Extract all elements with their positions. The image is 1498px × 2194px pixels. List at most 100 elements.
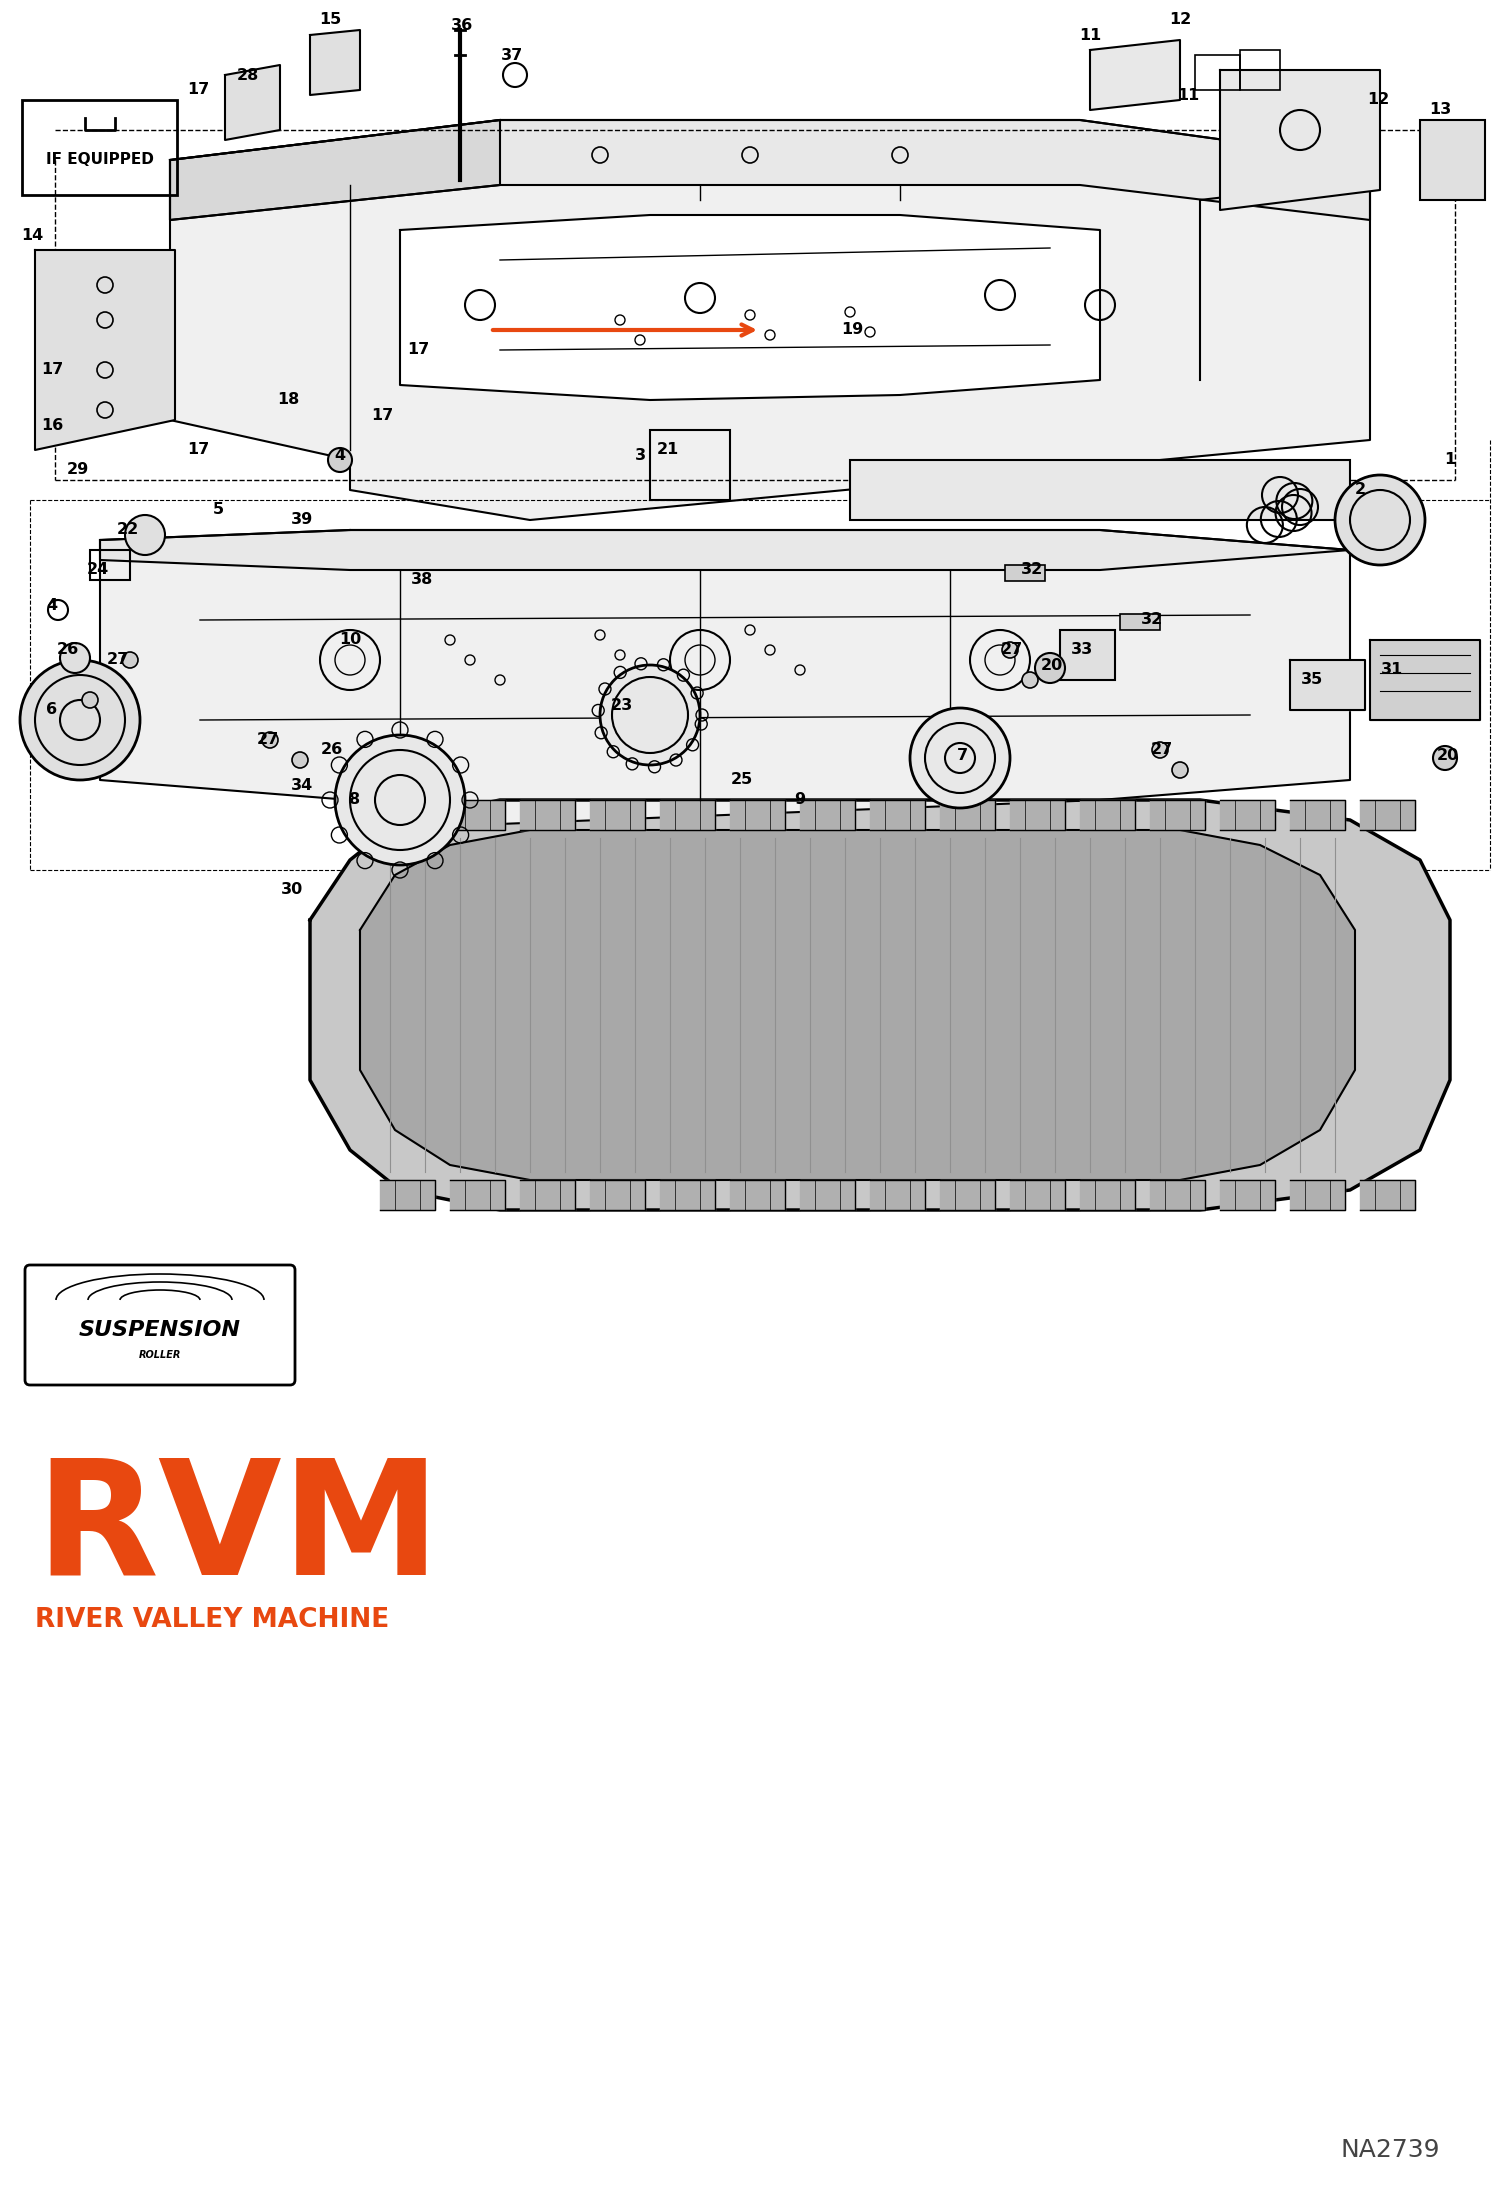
Text: 7: 7 — [956, 748, 968, 764]
Bar — [1061, 630, 1115, 680]
Polygon shape — [360, 829, 1356, 1180]
Text: 24: 24 — [87, 562, 109, 577]
Text: 5: 5 — [213, 502, 223, 518]
Text: 27: 27 — [1150, 742, 1173, 757]
Text: RIVER VALLEY MACHINE: RIVER VALLEY MACHINE — [34, 1606, 389, 1632]
Text: 27: 27 — [256, 733, 279, 748]
Text: 39: 39 — [291, 513, 313, 527]
Text: 26: 26 — [57, 643, 79, 658]
Text: 21: 21 — [658, 443, 679, 459]
Polygon shape — [310, 31, 360, 94]
Polygon shape — [380, 1180, 434, 1211]
Polygon shape — [730, 1180, 785, 1211]
Text: 17: 17 — [187, 83, 210, 97]
Text: 17: 17 — [40, 362, 63, 377]
Text: 28: 28 — [237, 68, 259, 83]
Circle shape — [909, 709, 1010, 807]
Circle shape — [1002, 643, 1019, 658]
Circle shape — [19, 660, 139, 781]
Circle shape — [1152, 742, 1168, 757]
Bar — [90, 551, 130, 579]
Text: 17: 17 — [407, 342, 428, 358]
Polygon shape — [169, 121, 500, 219]
Text: NA2739: NA2739 — [1341, 2137, 1440, 2161]
Polygon shape — [380, 801, 434, 829]
Circle shape — [601, 665, 700, 766]
Text: 18: 18 — [277, 393, 300, 408]
Circle shape — [1171, 761, 1188, 779]
Polygon shape — [870, 1180, 924, 1211]
Polygon shape — [1290, 1180, 1345, 1211]
Text: 22: 22 — [117, 522, 139, 538]
Polygon shape — [800, 801, 855, 829]
Polygon shape — [661, 801, 715, 829]
Circle shape — [1434, 746, 1458, 770]
Text: 20: 20 — [1041, 658, 1064, 674]
Text: 38: 38 — [410, 573, 433, 588]
Text: 33: 33 — [1071, 643, 1094, 658]
Circle shape — [121, 652, 138, 667]
Polygon shape — [1360, 1180, 1416, 1211]
Text: 3: 3 — [635, 448, 646, 463]
Bar — [650, 430, 730, 500]
Text: 34: 34 — [291, 777, 313, 792]
Circle shape — [1035, 654, 1065, 682]
Polygon shape — [100, 531, 1350, 829]
Text: 25: 25 — [731, 772, 753, 788]
Polygon shape — [590, 1180, 646, 1211]
Polygon shape — [661, 1180, 715, 1211]
Bar — [1240, 50, 1279, 90]
Text: 2: 2 — [1354, 483, 1366, 498]
Circle shape — [1335, 474, 1425, 566]
Text: 9: 9 — [794, 792, 806, 807]
Circle shape — [328, 448, 352, 472]
FancyBboxPatch shape — [25, 1266, 295, 1384]
Text: 6: 6 — [46, 702, 57, 717]
Circle shape — [292, 753, 309, 768]
Polygon shape — [449, 1180, 505, 1211]
Circle shape — [124, 516, 165, 555]
Polygon shape — [34, 250, 175, 450]
Polygon shape — [225, 66, 280, 140]
Text: 11: 11 — [1177, 88, 1198, 103]
Text: 17: 17 — [187, 443, 210, 459]
Polygon shape — [1080, 801, 1135, 829]
Bar — [849, 461, 1350, 520]
Circle shape — [82, 691, 97, 709]
Text: 17: 17 — [372, 408, 392, 423]
Bar — [1005, 566, 1046, 581]
Text: 30: 30 — [282, 882, 303, 897]
Text: 1: 1 — [1444, 452, 1456, 467]
Text: 37: 37 — [500, 48, 523, 61]
Polygon shape — [1150, 1180, 1204, 1211]
Polygon shape — [520, 801, 575, 829]
Polygon shape — [1219, 70, 1380, 211]
Bar — [1121, 614, 1159, 630]
Text: 12: 12 — [1366, 92, 1389, 108]
Polygon shape — [1219, 801, 1275, 829]
Polygon shape — [169, 121, 1371, 219]
Polygon shape — [169, 121, 1371, 520]
Text: 15: 15 — [319, 13, 342, 29]
Text: 20: 20 — [1437, 748, 1459, 764]
Text: 32: 32 — [1020, 562, 1043, 577]
Text: SUSPENSION: SUSPENSION — [79, 1321, 241, 1341]
Text: 32: 32 — [1141, 612, 1162, 627]
Text: IF EQUIPPED: IF EQUIPPED — [45, 154, 153, 167]
Polygon shape — [1010, 1180, 1065, 1211]
Text: 26: 26 — [321, 742, 343, 757]
Text: 4: 4 — [46, 597, 57, 612]
Polygon shape — [310, 801, 1450, 1211]
Polygon shape — [1080, 1180, 1135, 1211]
Polygon shape — [941, 1180, 995, 1211]
Polygon shape — [1290, 801, 1345, 829]
Text: 13: 13 — [1429, 103, 1452, 118]
Text: 36: 36 — [451, 18, 473, 33]
Polygon shape — [1360, 801, 1416, 829]
Polygon shape — [1290, 660, 1365, 711]
Circle shape — [60, 643, 90, 674]
Circle shape — [336, 735, 464, 864]
Text: 14: 14 — [21, 228, 43, 244]
Polygon shape — [941, 801, 995, 829]
Bar — [22, 101, 177, 195]
